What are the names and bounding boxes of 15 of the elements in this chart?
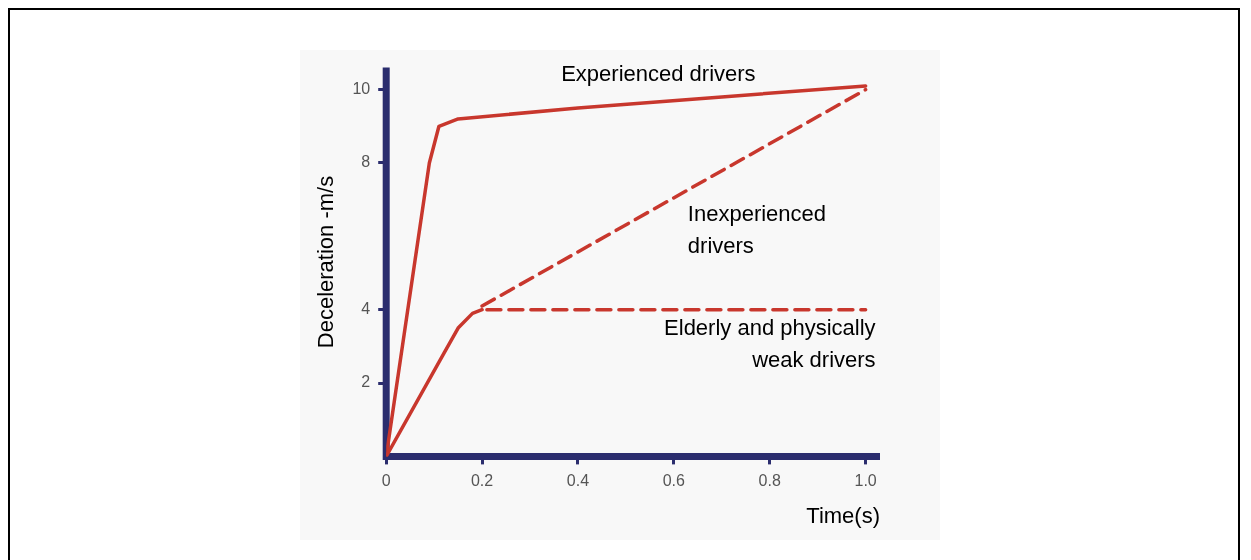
y-axis-title: Deceleration -m/s (313, 175, 339, 349)
x-tick-label: 0.2 (470, 472, 494, 490)
y-tick-label: 8 (361, 153, 371, 171)
y-tick-label: 2 (361, 373, 371, 391)
y-tick-label: 4 (361, 300, 371, 318)
x-tick-label: 0.8 (758, 472, 781, 490)
x-tick-label: 1.0 (854, 472, 877, 490)
series-label: Inexperienced drivers (687, 200, 827, 258)
y-tick-label: 10 (352, 80, 371, 98)
series-label: Experienced drivers (561, 61, 756, 86)
x-tick-label: 0.6 (662, 472, 686, 490)
series-label: Elderly and physically weak drivers (664, 314, 876, 372)
x-tick-label: 0.4 (566, 472, 590, 490)
x-axis-title: Time(s) (806, 502, 880, 528)
x-tick-label: 0 (381, 472, 391, 490)
